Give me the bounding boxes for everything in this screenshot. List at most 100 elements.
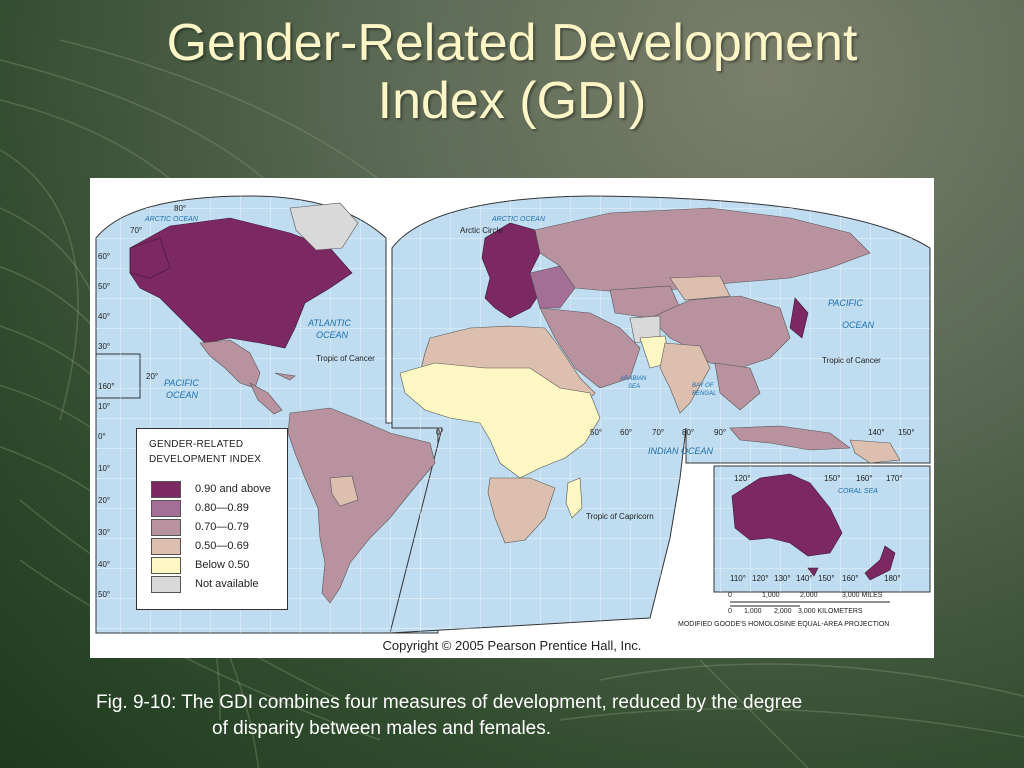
land-indonesia: [729, 425, 851, 451]
legend-label: 0.70—0.79: [195, 521, 249, 533]
land-southeast-asia: [714, 362, 761, 411]
lat-label-0: 0°: [98, 432, 106, 441]
lon-label-80: 80°: [682, 428, 695, 437]
lon-label-90: 90°: [714, 428, 727, 437]
lon-label-0: 0°: [436, 428, 444, 437]
atlantic-ocean-label-line-1: ATLANTIC: [308, 318, 351, 328]
scale-miles-3000: 3,000 MILES: [842, 592, 883, 599]
tropic-of-cancer-label-west: Tropic of Cancer: [316, 354, 375, 363]
lat-label-40-s: 40°: [98, 560, 111, 569]
land-russia: [534, 207, 871, 294]
arctic-ocean-label-west: ARCTIC OCEAN: [145, 216, 198, 223]
legend-title-line-2: DEVELOPMENT INDEX: [149, 454, 262, 465]
caption-line-2: of disparity between males and females.: [212, 718, 552, 739]
legend-swatch: [151, 481, 181, 498]
land-new-zealand: [864, 545, 896, 581]
legend-swatch: [151, 538, 181, 555]
aus-lon-bottom-180: 180°: [884, 574, 901, 583]
lat-label-60: 60°: [98, 252, 111, 261]
title-line-1: Gender-Related Development: [166, 14, 858, 72]
land-alaska: [129, 237, 171, 279]
legend-item: 0.80—0.89: [151, 500, 281, 517]
legend-item: 0.50—0.69: [151, 538, 281, 555]
legend-label: Below 0.50: [195, 559, 250, 571]
scale-miles-1000: 1,000: [762, 592, 780, 599]
legend-item: 0.70—0.79: [151, 519, 281, 536]
arabian-sea-label-line-2: SEA: [628, 384, 641, 390]
legend-item: Not available: [151, 576, 281, 593]
aus-lon-bottom-160: 160°: [842, 574, 859, 583]
land-sahel-africa: [399, 362, 601, 479]
aus-lon-label-170: 170°: [886, 474, 903, 483]
land-europe: [481, 222, 541, 319]
pacific-ocean-east-label-line-1: PACIFIC: [828, 298, 863, 308]
land-mongolia: [669, 275, 731, 301]
lon-label-140: 140°: [868, 428, 885, 437]
lat-label-20-s: 20°: [98, 496, 111, 505]
land-canada-usa: [129, 217, 353, 349]
caption-line-1: Fig. 9-10: The GDI combines four measure…: [96, 692, 803, 713]
lat-label-70: 70°: [130, 226, 143, 235]
legend-item: Below 0.50: [151, 557, 281, 574]
scale-km-0: 0: [728, 608, 732, 615]
arctic-circle-label: Arctic Circle: [460, 226, 503, 235]
pacific-ocean-west-label-line-2: OCEAN: [166, 390, 199, 400]
bay-of-bengal-label-line-2: BENGAL: [692, 391, 717, 397]
land-greenland: [289, 202, 359, 251]
lat-label-50-s: 50°: [98, 590, 111, 599]
lat-label-10-n: 10°: [98, 402, 111, 411]
scale-bars: [730, 601, 890, 607]
coral-sea-label: CORAL SEA: [838, 488, 878, 495]
aus-lon-bottom-140: 140°: [796, 574, 813, 583]
lat-label-20: 20°: [146, 372, 159, 381]
legend-title-line-1: GENDER-RELATED: [149, 439, 244, 450]
gdi-world-map: ARCTIC OCEAN ARCTIC OCEAN ATLANTIC OCEAN…: [90, 178, 934, 658]
scale-km-2000: 2,000: [774, 608, 792, 615]
title-line-2: Index (GDI): [377, 72, 647, 130]
bay-of-bengal-label-line-1: BAY OF: [692, 383, 714, 389]
scale-miles-2000: 2,000: [800, 592, 818, 599]
land-south-america: [287, 407, 436, 604]
land-central-america: [249, 382, 283, 415]
legend-label: Not available: [195, 578, 259, 590]
arctic-ocean-label-east: ARCTIC OCEAN: [492, 216, 545, 223]
lon-label-160: 160°: [98, 382, 115, 391]
aus-lon-bottom-110: 110°: [730, 574, 746, 583]
legend-swatch: [151, 519, 181, 536]
land-new-guinea: [849, 439, 901, 464]
tropic-of-capricorn-label: Tropic of Capricorn: [586, 512, 654, 521]
land-tasmania: [807, 567, 819, 577]
aus-lon-label-120: 120°: [734, 474, 751, 483]
legend-swatch: [151, 557, 181, 574]
land-australia: [731, 473, 843, 557]
projection-label: MODIFIED GOODE'S HOMOLOSINE EQUAL-AREA P…: [678, 621, 890, 628]
aus-lon-bottom-130: 130°: [774, 574, 791, 583]
lat-label-50: 50°: [98, 282, 111, 291]
legend-swatch: [151, 500, 181, 517]
lat-label-10-s: 10°: [98, 464, 111, 473]
land-japan: [789, 297, 809, 339]
aus-lon-bottom-120: 120°: [752, 574, 769, 583]
lat-label-40: 40°: [98, 312, 111, 321]
legend-item: 0.90 and above: [151, 481, 281, 498]
lon-label-50: 50°: [590, 428, 603, 437]
land-cuba: [274, 372, 296, 381]
land-middle-east: [539, 307, 641, 389]
figure-caption: Fig. 9-10: The GDI combines four measure…: [96, 690, 956, 742]
lat-label-30: 30°: [98, 342, 111, 351]
lon-label-150: 150°: [898, 428, 915, 437]
lat-label-80: 80°: [174, 204, 187, 213]
land-madagascar: [565, 477, 583, 519]
legend-label: 0.50—0.69: [195, 540, 249, 552]
pacific-ocean-east-label-line-2: OCEAN: [842, 320, 875, 330]
lon-label-60: 60°: [620, 428, 633, 437]
legend-title: GENDER-RELATED DEVELOPMENT INDEX: [137, 429, 287, 467]
land-india: [659, 342, 711, 414]
scale-km-1000: 1,000: [744, 608, 762, 615]
aus-lon-label-160: 160°: [856, 474, 873, 483]
legend-label: 0.90 and above: [195, 483, 271, 495]
land-bolivia: [329, 475, 359, 507]
aus-lon-bottom-150: 150°: [818, 574, 835, 583]
scale-miles-0: 0: [728, 592, 732, 599]
arabian-sea-label-line-1: ARABIAN: [620, 376, 647, 382]
